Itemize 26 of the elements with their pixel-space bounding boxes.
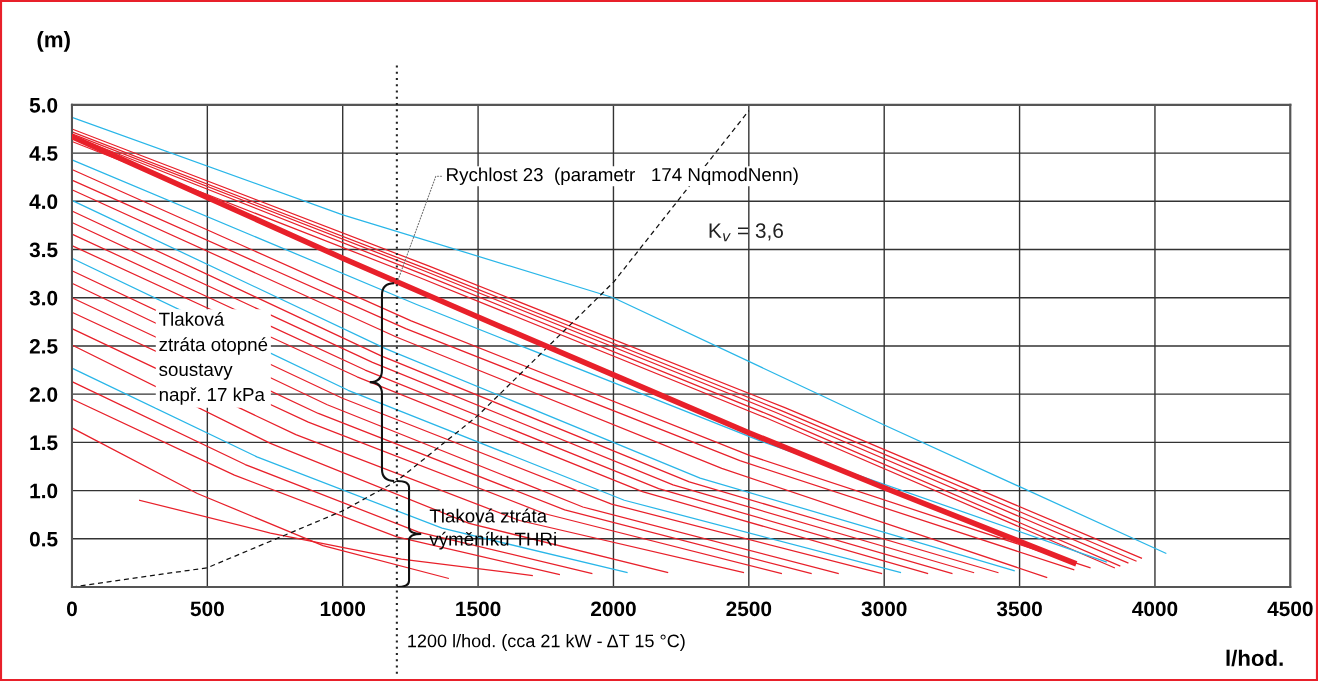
x-tick-label: 1000 [320,601,366,617]
x-tick-label: 0 [66,601,77,617]
x-tick-label: 1500 [456,601,501,617]
y-tick-label: 4.0 [29,194,58,210]
y-tick-label: 3.5 [29,242,58,258]
y-axis-title: (m) [37,31,70,52]
series-label: K$_{v}$ = 3,6 [709,223,783,242]
x-tick-label: 500 [190,601,224,617]
y-tick-label: 2.0 [29,387,58,402]
y-tick-label: 5.0 [29,97,58,113]
y-tick-label: 1.0 [30,483,58,499]
x-axis-title: l/hod. [1226,649,1283,667]
x-tick-label: 3500 [996,601,1042,617]
x-tick-label: 3000 [861,601,907,617]
y-tick-label: 2.5 [29,338,58,354]
ref-line-label: 1200 l/hod. (cca 21 kW - ΔT 15 °C) [408,634,685,651]
x-tick-label: 2000 [591,601,636,617]
y-tick-label: 4.5 [29,146,58,161]
x-tick-label: 4500 [1267,601,1313,617]
y-tick-label: 3.0 [29,290,58,306]
x-tick-label: 4000 [1132,601,1178,617]
annotation: Tlaková ztráta otopné soustavy např. 17 kPa [159,311,268,405]
y-tick-label: 1.5 [30,435,58,451]
y-tick-label: 0.5 [29,531,58,547]
x-tick-label: 2500 [726,601,772,617]
annotation: Rychlost 23 (parametr 174 NqmodNenn) [447,167,798,185]
